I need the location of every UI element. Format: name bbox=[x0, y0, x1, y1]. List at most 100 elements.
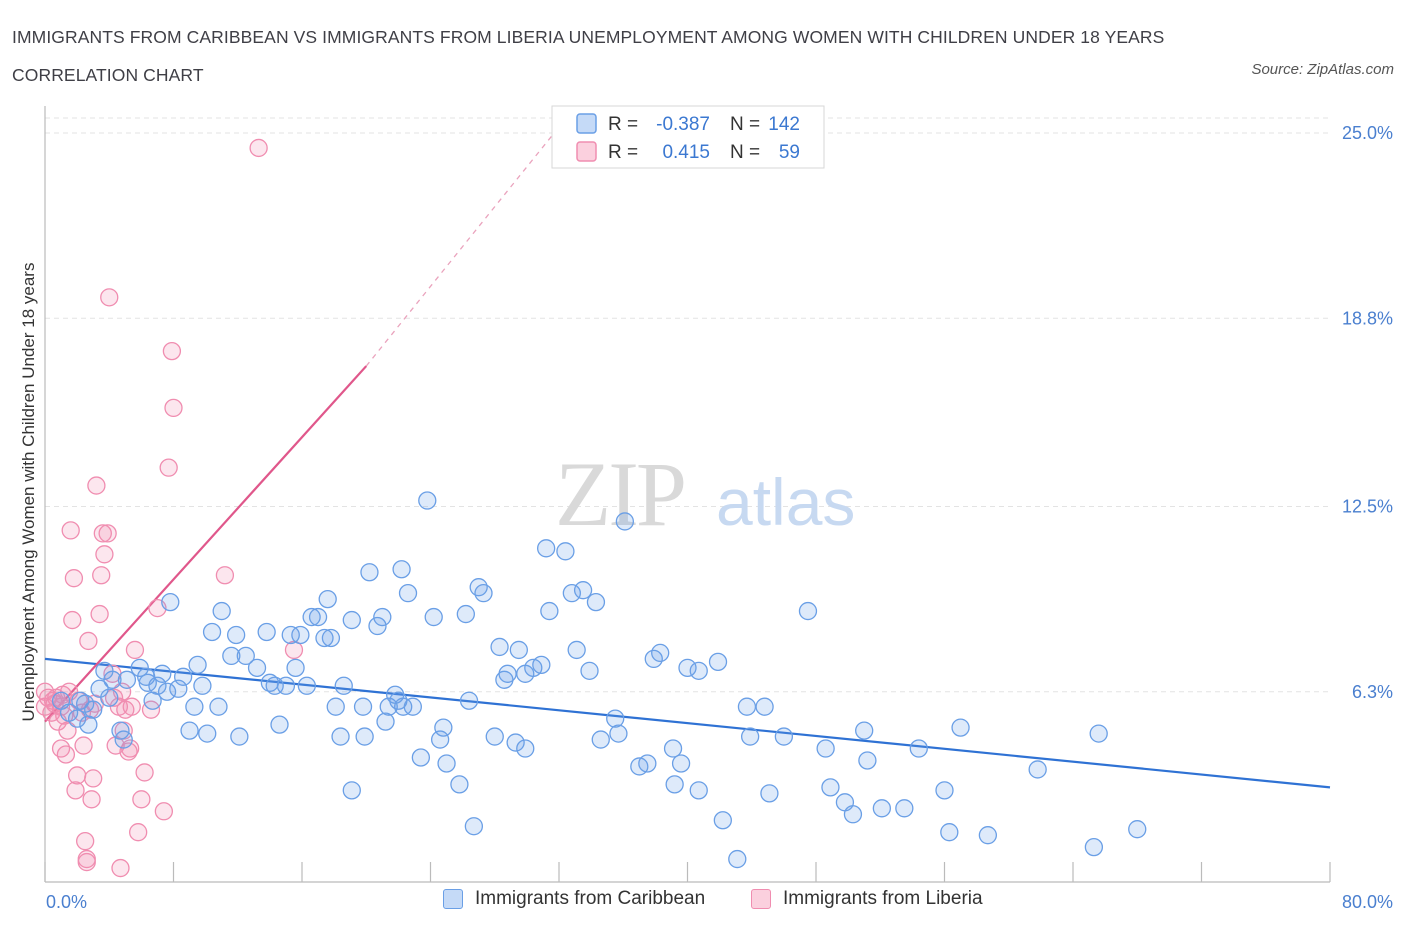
caribbean-point bbox=[291, 625, 310, 645]
caribbean-point bbox=[418, 491, 437, 510]
legend-swatch-liberia bbox=[751, 889, 771, 909]
trend-line-caribbean bbox=[44, 657, 1331, 789]
caribbean-point bbox=[1128, 820, 1147, 839]
caribbean-point bbox=[434, 718, 453, 737]
gridlines bbox=[45, 117, 1330, 693]
caribbean-point bbox=[411, 748, 431, 767]
caribbean-point bbox=[1084, 837, 1104, 857]
caribbean-point bbox=[148, 676, 167, 695]
caribbean-point bbox=[509, 640, 528, 660]
caribbean-point bbox=[368, 616, 387, 636]
x-tick-label-min: 0.0% bbox=[46, 892, 87, 912]
caribbean-point bbox=[188, 655, 207, 675]
caribbean-point bbox=[71, 691, 90, 710]
chart-title: IMMIGRANTS FROM CARIBBEAN VS IMMIGRANTS … bbox=[12, 27, 1165, 85]
caribbean-point bbox=[671, 754, 691, 773]
caribbean-point bbox=[663, 739, 683, 758]
caribbean-point bbox=[855, 721, 874, 740]
caribbean-point bbox=[708, 652, 728, 672]
caribbean-point bbox=[308, 607, 328, 627]
liberia-point bbox=[51, 739, 71, 758]
liberia-point bbox=[64, 569, 84, 588]
caribbean-point bbox=[360, 563, 379, 582]
liberia-point bbox=[56, 745, 76, 764]
caribbean-point bbox=[222, 646, 241, 666]
caribbean-point bbox=[490, 637, 509, 657]
liberia-point bbox=[90, 604, 109, 624]
legend-n-value-caribbean: 142 bbox=[768, 114, 800, 135]
caribbean-point bbox=[202, 622, 222, 642]
liberia-point bbox=[132, 790, 151, 809]
legend-r-value-caribbean: -0.387 bbox=[656, 114, 710, 135]
caribbean-point bbox=[424, 607, 443, 627]
caribbean-point bbox=[498, 664, 517, 683]
liberia-point bbox=[120, 739, 140, 758]
liberia-point bbox=[98, 524, 117, 543]
y-axis-label: Unemployment Among Women with Children U… bbox=[19, 263, 38, 722]
caribbean-point bbox=[394, 697, 413, 716]
liberia-point bbox=[122, 697, 141, 716]
y-tick-label: 12.5% bbox=[1342, 497, 1393, 517]
caribbean-point bbox=[516, 739, 535, 758]
caribbean-point bbox=[157, 682, 177, 701]
caribbean-point bbox=[485, 727, 504, 746]
caribbean-point bbox=[469, 578, 488, 597]
legend-label-liberia: Immigrants from Liberia bbox=[783, 888, 983, 909]
liberia-point bbox=[95, 545, 114, 564]
caribbean-point bbox=[437, 754, 456, 773]
caribbean-point bbox=[247, 658, 267, 678]
liberia-point bbox=[66, 781, 85, 800]
caribbean-point bbox=[321, 628, 341, 648]
caribbean-points bbox=[51, 491, 1147, 869]
liberia-point bbox=[92, 566, 111, 585]
liberia-point bbox=[61, 521, 80, 540]
trend-lines bbox=[44, 132, 1331, 789]
caribbean-point bbox=[270, 715, 289, 734]
caribbean-point bbox=[392, 560, 411, 579]
caribbean-point bbox=[506, 733, 525, 752]
caribbean-point bbox=[326, 697, 345, 716]
caribbean-point bbox=[474, 584, 493, 603]
caribbean-point bbox=[67, 709, 87, 728]
caribbean-point bbox=[798, 601, 818, 621]
caribbean-point bbox=[185, 697, 204, 716]
liberia-point bbox=[93, 524, 112, 543]
caribbean-point bbox=[459, 691, 479, 710]
caribbean-point bbox=[257, 622, 276, 642]
caribbean-point bbox=[334, 676, 353, 695]
caribbean-point bbox=[212, 601, 231, 621]
legend-top-swatch-liberia bbox=[576, 141, 597, 162]
caribbean-point bbox=[740, 727, 760, 746]
caribbean-point bbox=[540, 601, 559, 621]
caribbean-point bbox=[821, 778, 840, 797]
liberia-point bbox=[84, 769, 103, 788]
caribbean-point bbox=[689, 781, 708, 800]
caribbean-point bbox=[909, 739, 928, 758]
liberia-point bbox=[58, 721, 77, 740]
legend-item-caribbean: Immigrants from Caribbean bbox=[443, 888, 705, 910]
watermark-zip: ZIP bbox=[555, 443, 684, 545]
trend-line-liberia bbox=[44, 365, 368, 723]
legend-n-label-liberia: N = bbox=[730, 142, 760, 163]
liberia-point bbox=[111, 858, 130, 878]
y-tick-label: 18.8% bbox=[1342, 308, 1393, 328]
legend-r-label-liberia: R = bbox=[608, 142, 638, 163]
liberia-point bbox=[154, 802, 174, 821]
caribbean-point bbox=[978, 826, 998, 845]
caribbean-point bbox=[130, 658, 149, 678]
caribbean-point bbox=[226, 625, 246, 645]
legend-r-label-caribbean: R = bbox=[608, 114, 638, 135]
caribbean-point bbox=[117, 670, 137, 689]
caribbean-point bbox=[464, 817, 484, 836]
liberia-point bbox=[162, 341, 182, 361]
caribbean-point bbox=[398, 584, 418, 603]
legend-label-caribbean: Immigrants from Caribbean bbox=[475, 888, 706, 909]
caribbean-point bbox=[591, 730, 610, 749]
caribbean-point bbox=[562, 584, 581, 603]
caribbean-point bbox=[816, 739, 835, 758]
liberia-point bbox=[125, 640, 145, 660]
caribbean-point bbox=[651, 643, 670, 663]
x-tick-labels: 0.0% 80.0% bbox=[46, 892, 1393, 912]
caribbean-point bbox=[331, 727, 350, 746]
